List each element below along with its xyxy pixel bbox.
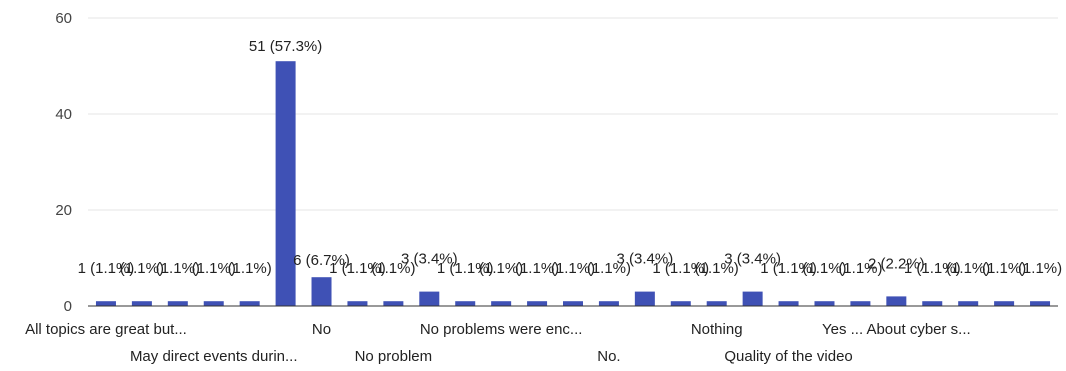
data-label: (1.1%) bbox=[802, 260, 846, 277]
bar bbox=[598, 301, 619, 306]
bar bbox=[491, 301, 512, 306]
bar bbox=[131, 301, 152, 306]
x-tick-label: No problem bbox=[355, 348, 433, 365]
x-tick-label: All topics are great but... bbox=[25, 321, 187, 338]
bar bbox=[886, 296, 907, 306]
bar bbox=[778, 301, 799, 306]
bar bbox=[419, 291, 440, 306]
bar bbox=[670, 301, 691, 306]
bar bbox=[1030, 301, 1051, 306]
bar bbox=[742, 291, 763, 306]
x-tick-label: No problems were enc... bbox=[420, 321, 583, 338]
data-label: (1.1%) bbox=[587, 260, 631, 277]
bar bbox=[922, 301, 943, 306]
y-tick-label: 0 bbox=[64, 298, 72, 315]
data-label: 2 (2.2%) bbox=[868, 255, 925, 272]
x-tick-label: May direct events durin... bbox=[130, 348, 298, 365]
x-axis-labels: All topics are great but... May direct ev… bbox=[25, 321, 971, 365]
data-label: (1.1%) bbox=[120, 260, 164, 277]
data-label: (1.1%) bbox=[156, 260, 200, 277]
bar bbox=[706, 301, 727, 306]
data-label: (1.1%) bbox=[192, 260, 236, 277]
bar bbox=[850, 301, 871, 306]
bar bbox=[167, 301, 188, 306]
bar bbox=[203, 301, 224, 306]
x-tick-label: Yes ... About cyber s... bbox=[822, 321, 971, 338]
data-label: 1 (1.1%) bbox=[78, 260, 135, 277]
data-label: (1.1%) bbox=[371, 260, 415, 277]
data-label: 6 (6.7%) bbox=[293, 252, 350, 269]
bars bbox=[95, 61, 1051, 307]
x-tick-label: Nothing bbox=[691, 321, 743, 338]
data-label: 1 (1.1%) bbox=[329, 260, 386, 277]
data-label: (1.1%) bbox=[551, 260, 595, 277]
bar bbox=[634, 291, 655, 306]
data-label: (1.1%) bbox=[695, 260, 739, 277]
y-tick-label: 60 bbox=[55, 10, 72, 27]
data-label: 1 (1.1%) bbox=[760, 260, 817, 277]
data-label: 51 (57.3%) bbox=[249, 38, 322, 55]
y-tick-label: 20 bbox=[55, 202, 72, 219]
bar bbox=[563, 301, 583, 306]
bar bbox=[958, 301, 979, 306]
data-label: 3 (3.4%) bbox=[401, 251, 458, 268]
bar bbox=[455, 301, 476, 306]
bar bbox=[347, 301, 368, 306]
y-tick-label: 40 bbox=[55, 106, 72, 123]
data-label: (1.1%) bbox=[515, 260, 559, 277]
bar bbox=[95, 301, 116, 306]
bar bbox=[383, 301, 404, 306]
data-label: 3 (3.4%) bbox=[724, 251, 781, 268]
x-tick-label: Quality of the video bbox=[724, 348, 852, 365]
data-labels: 1 (1.1%)(1.1%)(1.1%)(1.1%)(1.1%)51 (57.3… bbox=[78, 38, 1063, 277]
gridlines bbox=[88, 17, 1058, 211]
x-tick-label: No. bbox=[597, 348, 620, 365]
data-label: (1.1%) bbox=[946, 260, 990, 277]
data-label: 1 (1.1%) bbox=[652, 260, 709, 277]
bar bbox=[994, 301, 1015, 306]
data-label: (1.1%) bbox=[982, 260, 1026, 277]
bar bbox=[311, 277, 332, 306]
data-label: (1.1%) bbox=[838, 260, 882, 277]
data-label: (1.1%) bbox=[1018, 260, 1062, 277]
bar bbox=[275, 61, 296, 307]
data-label: 1 (1.1%) bbox=[904, 260, 961, 277]
x-tick-label: No bbox=[312, 321, 331, 338]
data-label: (1.1%) bbox=[228, 260, 272, 277]
y-axis-ticks: 0 20 40 60 bbox=[55, 10, 72, 315]
data-label: (1.1%) bbox=[479, 260, 523, 277]
bar bbox=[814, 301, 835, 306]
bar bbox=[527, 301, 548, 306]
data-label: 1 (1.1%) bbox=[437, 260, 494, 277]
data-label: 3 (3.4%) bbox=[617, 251, 674, 268]
bar bbox=[239, 301, 260, 306]
